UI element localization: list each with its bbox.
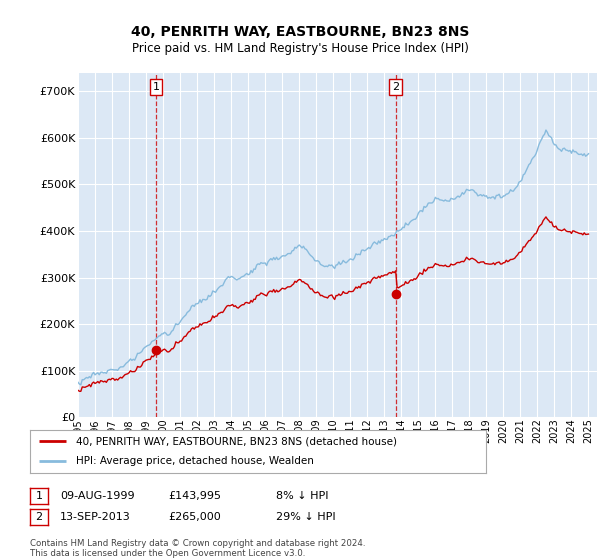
Text: 40, PENRITH WAY, EASTBOURNE, BN23 8NS (detached house): 40, PENRITH WAY, EASTBOURNE, BN23 8NS (d… <box>76 436 397 446</box>
Text: 2: 2 <box>35 512 43 522</box>
Text: Contains HM Land Registry data © Crown copyright and database right 2024.
This d: Contains HM Land Registry data © Crown c… <box>30 539 365 558</box>
Text: HPI: Average price, detached house, Wealden: HPI: Average price, detached house, Weal… <box>76 456 313 466</box>
Text: 13-SEP-2013: 13-SEP-2013 <box>60 512 131 522</box>
Text: £265,000: £265,000 <box>168 512 221 522</box>
Text: 1: 1 <box>35 491 43 501</box>
Text: 09-AUG-1999: 09-AUG-1999 <box>60 491 134 501</box>
Text: 1: 1 <box>152 82 160 92</box>
Text: 2: 2 <box>392 82 399 92</box>
Text: 40, PENRITH WAY, EASTBOURNE, BN23 8NS: 40, PENRITH WAY, EASTBOURNE, BN23 8NS <box>131 25 469 39</box>
Text: 8% ↓ HPI: 8% ↓ HPI <box>276 491 329 501</box>
Text: £143,995: £143,995 <box>168 491 221 501</box>
Text: 29% ↓ HPI: 29% ↓ HPI <box>276 512 335 522</box>
Text: Price paid vs. HM Land Registry's House Price Index (HPI): Price paid vs. HM Land Registry's House … <box>131 42 469 55</box>
